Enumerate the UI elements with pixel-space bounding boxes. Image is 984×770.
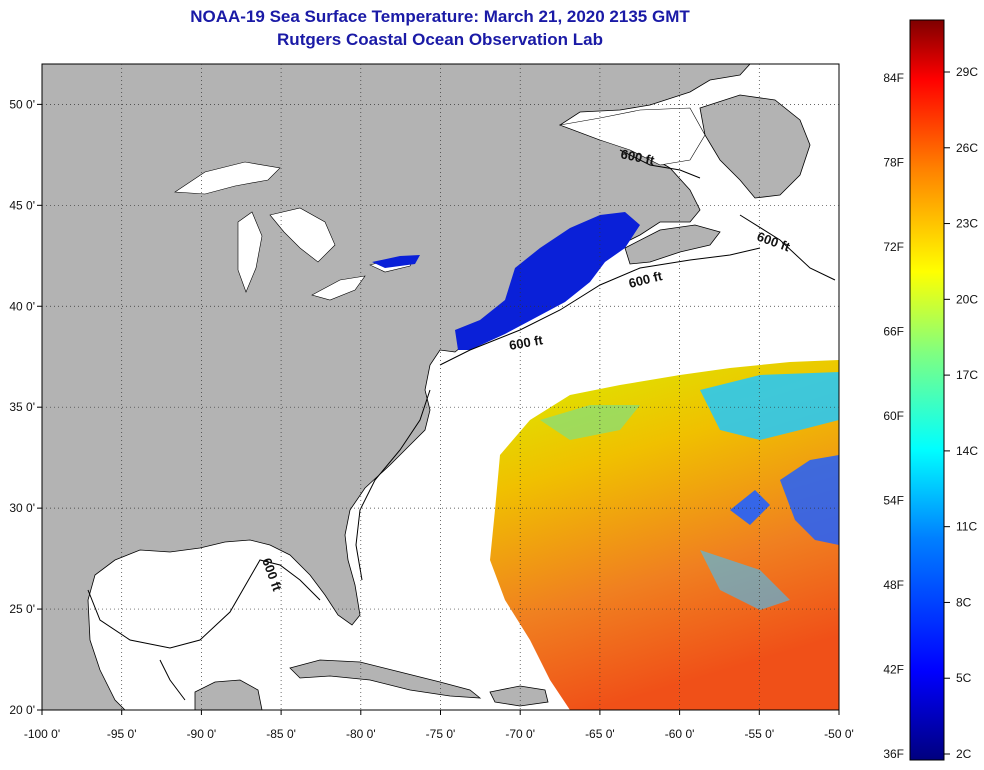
colorbar-fahrenheit-labels: 84F 78F 72F 66F 60F 54F 48F 42F 36F [883, 71, 904, 761]
colorbar-f-label: 78F [883, 156, 904, 170]
contour-label-mid-atlantic: 600 ft [508, 332, 545, 353]
colorbar-c-label: 2C [956, 747, 972, 761]
lon-tick-label: -65 0' [585, 727, 615, 741]
colorbar-c-label: 20C [956, 292, 978, 306]
newfoundland-land [699, 94, 811, 199]
lon-tick-label: -60 0' [665, 727, 695, 741]
colorbar-f-label: 36F [883, 747, 904, 761]
latitude-axis: 50 0' 45 0' 40 0' 35 0' 30 0' 25 0' 20 0' [9, 97, 42, 717]
colorbar-c-label: 17C [956, 368, 978, 382]
gulf-st-lawrence [558, 107, 706, 166]
longitude-axis: -100 0' -95 0' -90 0' -85 0' -80 0' -75 0' -70… [24, 710, 854, 741]
warm-sst-swath [490, 360, 839, 710]
lat-tick-label: 20 0' [9, 703, 35, 717]
contour-label-gulf-st-lawrence: 600 ft [619, 146, 656, 168]
lat-tick-label: 35 0' [9, 400, 35, 414]
colorbar-f-label: 60F [883, 409, 904, 423]
colorbar-c-label: 26C [956, 141, 978, 155]
cool-sst-streaks [540, 372, 839, 610]
lat-tick-label: 40 0' [9, 299, 35, 313]
colorbar-c-label: 8C [956, 595, 972, 609]
colorbar-c-label: 14C [956, 444, 978, 458]
colorbar-c-label: 11C [956, 520, 977, 534]
lat-tick-label: 30 0' [9, 501, 35, 515]
lat-tick-label: 50 0' [9, 97, 35, 111]
colorbar-c-label: 23C [956, 217, 978, 231]
lat-tick-label: 25 0' [9, 602, 35, 616]
colorbar-f-label: 48F [883, 578, 904, 592]
lon-tick-label: -80 0' [346, 727, 376, 741]
map-subtitle: Rutgers Coastal Ocean Observation Lab [277, 30, 603, 49]
colorbar-f-label: 66F [883, 325, 904, 339]
lon-tick-label: -70 0' [505, 727, 535, 741]
lon-tick-label: -75 0' [426, 727, 456, 741]
colorbar-celsius-labels: 29C 26C 23C 20C 17C 14C 11C 8C 5C 2C [944, 65, 978, 761]
colorbar-f-label: 84F [883, 71, 904, 85]
colorbar-f-label: 42F [883, 663, 904, 677]
lon-tick-label: -85 0' [266, 727, 296, 741]
colorbar-f-label: 72F [883, 240, 904, 254]
cold-lake-patch [372, 255, 420, 268]
lon-tick-label: -50 0' [824, 727, 854, 741]
temperature-colorbar [909, 19, 945, 761]
lon-tick-label: -90 0' [187, 727, 217, 741]
colorbar-c-label: 5C [956, 671, 972, 685]
yucatan-land [194, 679, 263, 710]
lon-tick-label: -95 0' [107, 727, 137, 741]
hispaniola-land [489, 685, 549, 707]
colorbar-f-label: 54F [883, 494, 904, 508]
map-title: NOAA-19 Sea Surface Temperature: March 2… [190, 7, 690, 26]
cold-sst-patch [455, 212, 640, 350]
lon-tick-label: -100 0' [24, 727, 60, 741]
nova-scotia-land [624, 224, 721, 265]
graticule [42, 64, 839, 710]
cuba-land [289, 659, 482, 699]
lon-tick-label: -55 0' [744, 727, 774, 741]
lat-tick-label: 45 0' [9, 198, 35, 212]
colorbar-c-label: 29C [956, 65, 978, 79]
